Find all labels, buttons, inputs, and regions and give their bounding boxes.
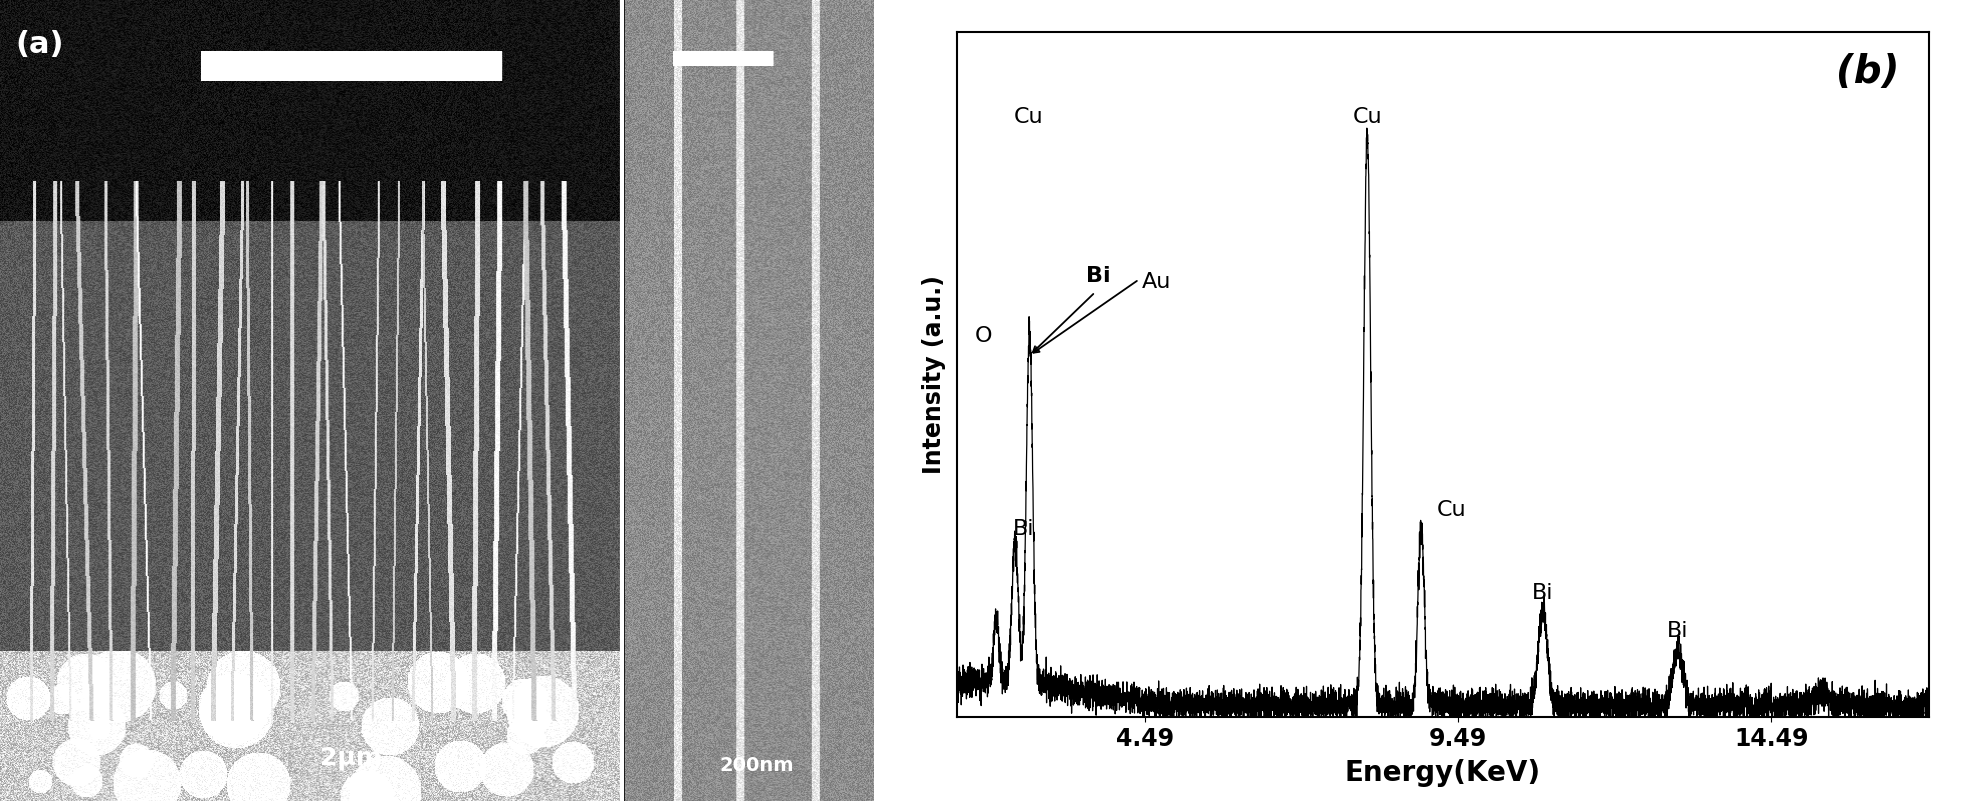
Text: Au: Au bbox=[1142, 272, 1171, 292]
Text: 200nm: 200nm bbox=[720, 756, 795, 775]
Text: Cu: Cu bbox=[1352, 107, 1381, 127]
Text: (b): (b) bbox=[1836, 53, 1899, 91]
Text: Bi: Bi bbox=[1668, 621, 1689, 641]
Text: Cu: Cu bbox=[1436, 501, 1466, 521]
Text: (a): (a) bbox=[16, 30, 63, 59]
Text: Cu: Cu bbox=[1014, 107, 1044, 127]
X-axis label: Energy(KeV): Energy(KeV) bbox=[1346, 759, 1540, 787]
Text: Bi: Bi bbox=[1085, 266, 1110, 286]
Text: Bi: Bi bbox=[1012, 519, 1034, 539]
Text: 2μm: 2μm bbox=[320, 746, 383, 770]
Y-axis label: Intensity (a.u.): Intensity (a.u.) bbox=[922, 275, 946, 474]
Text: Bi: Bi bbox=[1532, 583, 1554, 603]
Text: O: O bbox=[975, 327, 993, 346]
